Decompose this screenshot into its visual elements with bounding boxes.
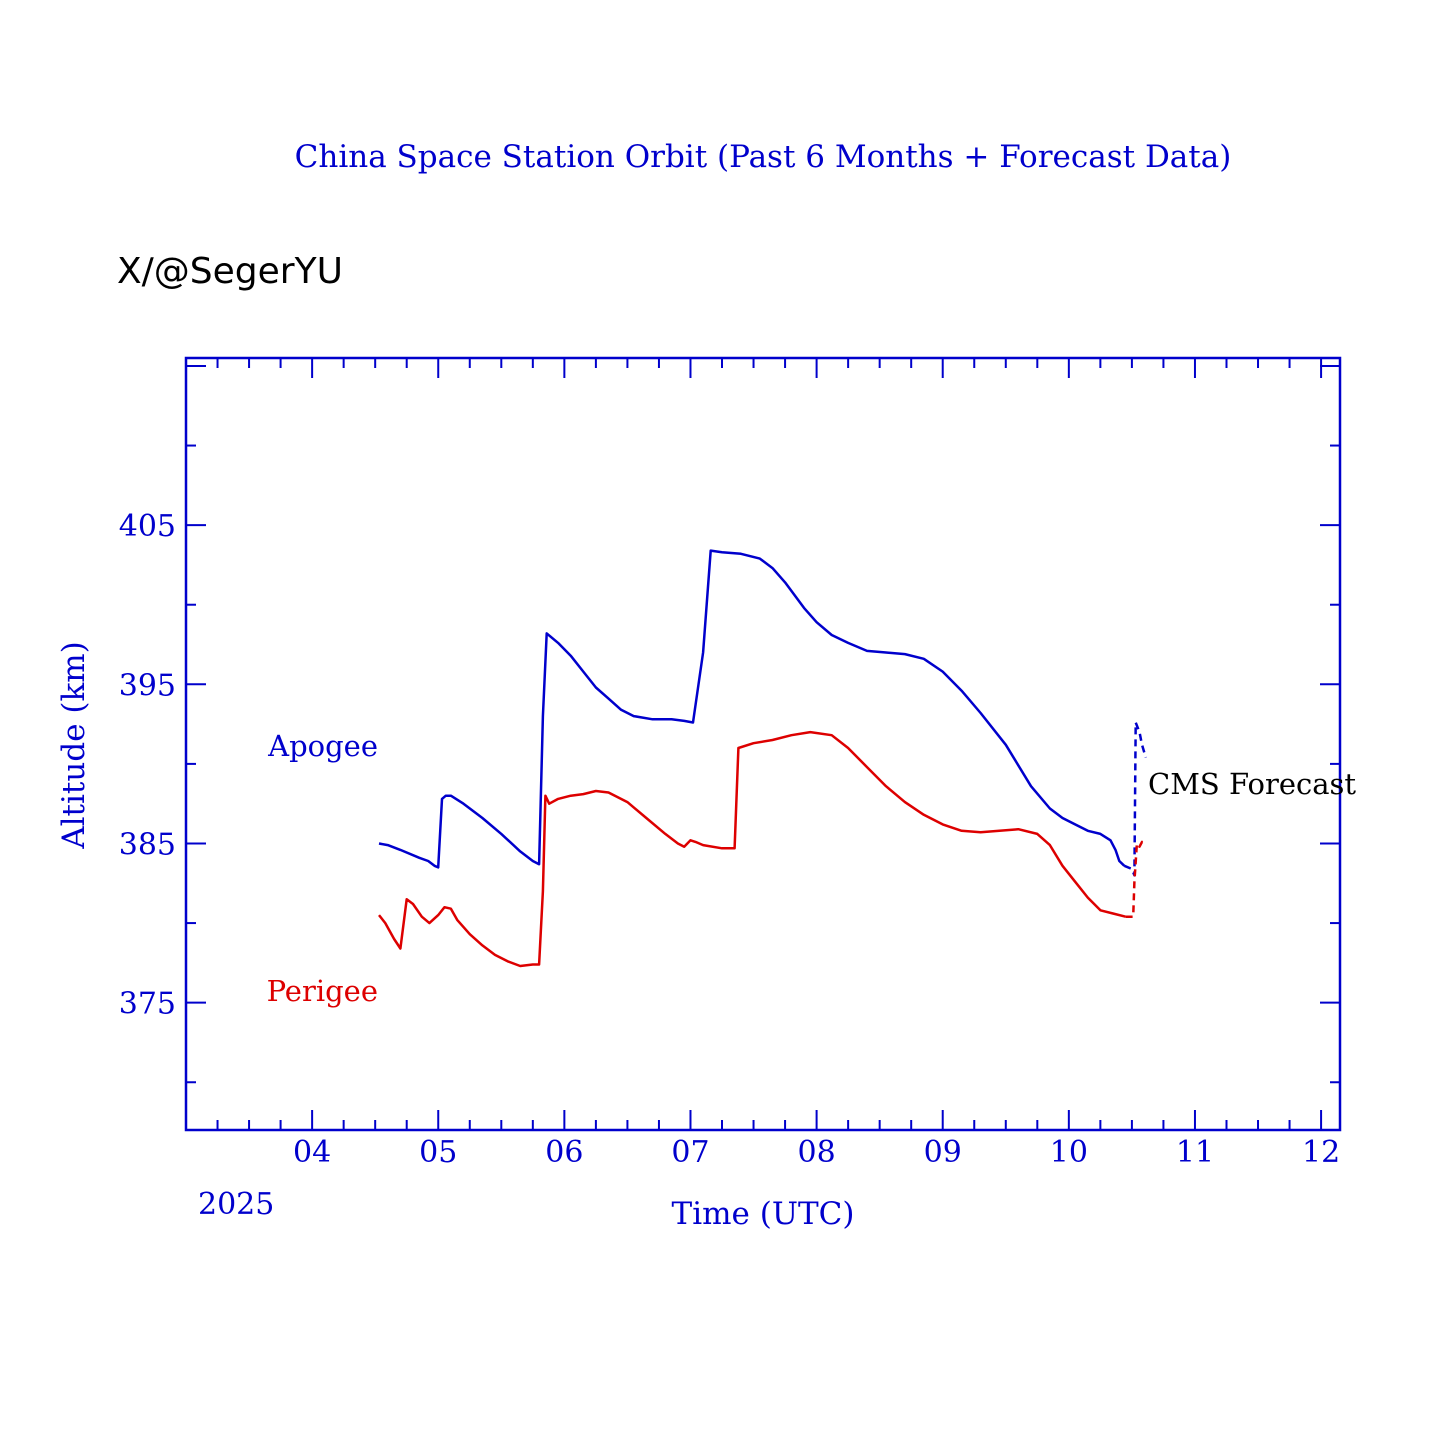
y-tick-label: 385 — [119, 827, 176, 862]
x-tick-label: 10 — [1050, 1135, 1088, 1170]
forecast-label: CMS Forecast — [1148, 767, 1356, 801]
year-label: 2025 — [198, 1187, 274, 1222]
chart-title: China Space Station Orbit (Past 6 Months… — [295, 139, 1232, 175]
y-tick-label: 405 — [119, 509, 176, 544]
y-tick-label: 395 — [119, 668, 176, 703]
credit-label: X/@SegerYU — [117, 251, 343, 292]
y-axis-label: Altitude (km) — [56, 641, 92, 850]
plot-frame — [184, 356, 1342, 1132]
x-axis-label: Time (UTC) — [672, 1196, 855, 1232]
x-tick-label: 12 — [1302, 1135, 1340, 1170]
legend-apogee-label: Apogee — [267, 729, 378, 763]
x-tick-label: 04 — [293, 1135, 331, 1170]
perigee-line — [378, 730, 1126, 968]
axes: 04 05 06 07 08 09 10 11 12 375 385 395 405 — [119, 356, 1342, 1170]
legend-perigee-label: Perigee — [267, 974, 378, 1008]
x-tick-label: 05 — [419, 1135, 457, 1170]
apogee-forecast-line — [1123, 721, 1147, 877]
series-lines — [378, 549, 1147, 968]
x-tick-label: 08 — [798, 1135, 836, 1170]
x-tick-label: 06 — [545, 1135, 583, 1170]
y-tick-label: 375 — [119, 987, 176, 1022]
x-tick-label: 07 — [671, 1135, 709, 1170]
x-tick-label: 09 — [924, 1135, 962, 1170]
perigee-forecast-line — [1125, 840, 1146, 918]
x-tick-label: 11 — [1176, 1135, 1214, 1170]
apogee-line — [378, 549, 1126, 869]
